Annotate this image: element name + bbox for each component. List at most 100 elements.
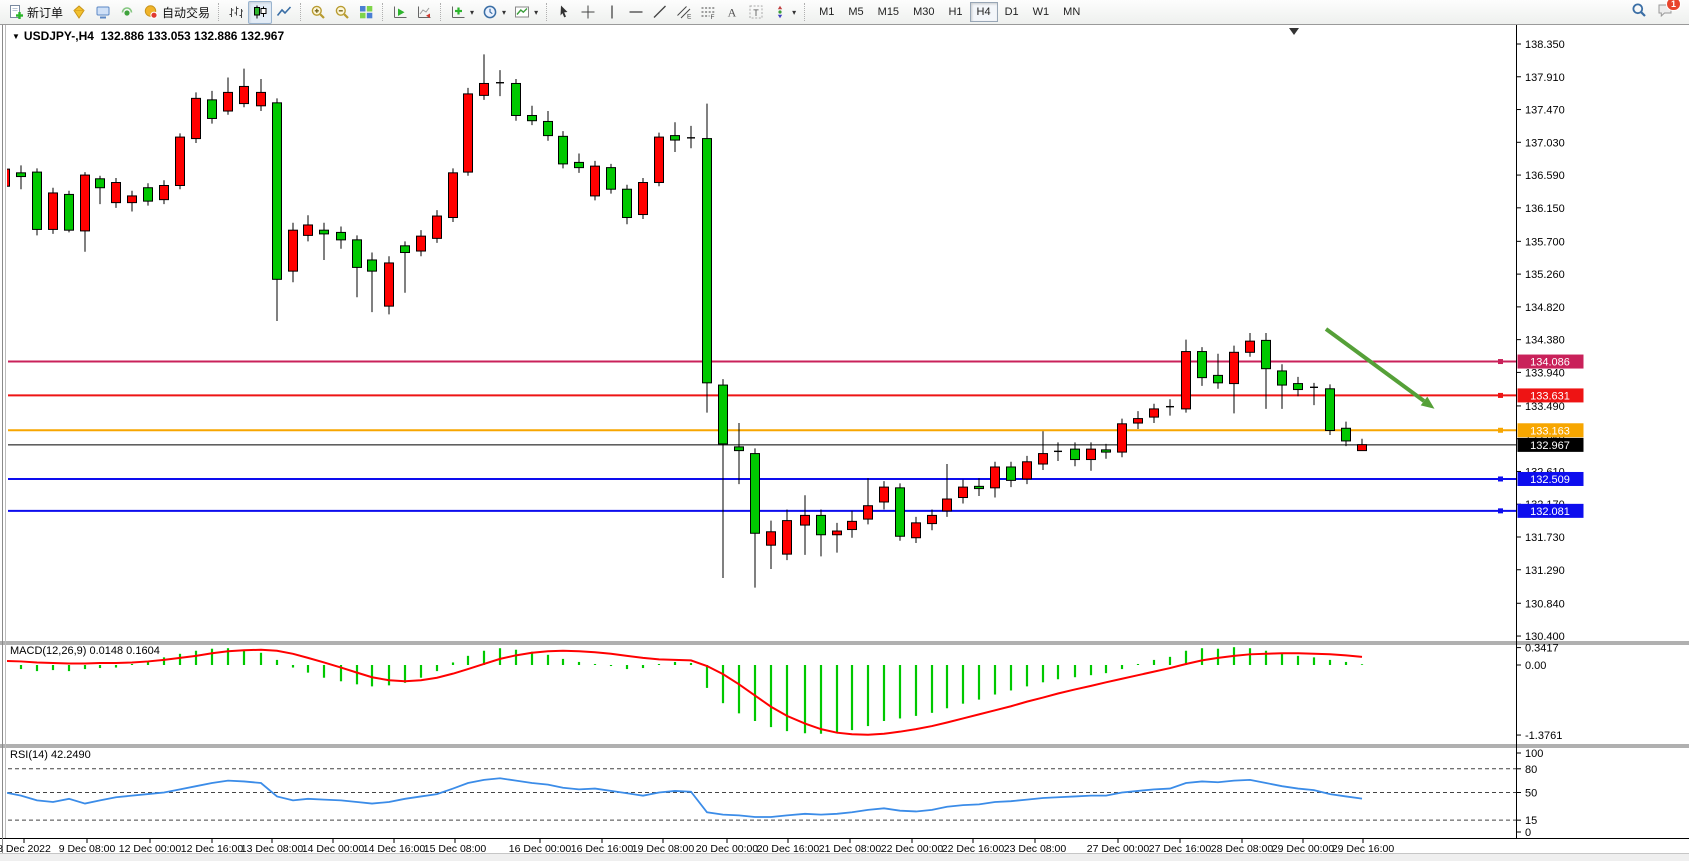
- equidistant-channel-button[interactable]: E: [672, 1, 696, 24]
- svg-text:50: 50: [1525, 788, 1537, 800]
- macd-indicator: [7, 647, 1364, 736]
- periods-button[interactable]: ▾: [478, 1, 510, 24]
- svg-text:29 Dec 16:00: 29 Dec 16:00: [1332, 843, 1395, 854]
- svg-text:133.163: 133.163: [1530, 425, 1570, 437]
- trendline-icon: [652, 4, 668, 20]
- zoom-in-icon: [310, 4, 326, 20]
- label-button[interactable]: T: [744, 1, 768, 24]
- chevron-down-icon[interactable]: ▾: [502, 7, 507, 17]
- search-button[interactable]: [1631, 2, 1647, 23]
- tile-windows-button[interactable]: [354, 1, 378, 24]
- svg-text:135.700: 135.700: [1525, 236, 1565, 248]
- cursor-button[interactable]: [552, 1, 576, 24]
- text-icon: A: [724, 4, 740, 20]
- svg-text:132.509: 132.509: [1530, 474, 1570, 486]
- svg-text:22 Dec 00:00: 22 Dec 00:00: [881, 843, 944, 854]
- auto-scroll-button[interactable]: [388, 1, 412, 24]
- svg-text:100: 100: [1525, 748, 1543, 760]
- chart-profile-button[interactable]: [67, 1, 91, 24]
- templates-button[interactable]: ▾: [510, 1, 542, 24]
- svg-text:130.840: 130.840: [1525, 598, 1565, 610]
- chart-shift-button[interactable]: [412, 1, 436, 24]
- svg-text:137.910: 137.910: [1525, 72, 1565, 84]
- bar-chart-button[interactable]: [224, 1, 248, 24]
- timeframe-h1[interactable]: H1: [948, 6, 963, 18]
- chart-shift-icon: [416, 4, 432, 20]
- line-chart-icon: [276, 4, 292, 20]
- timeframe-d1[interactable]: D1: [1004, 6, 1019, 18]
- timeframe-m1[interactable]: M1: [819, 6, 835, 18]
- chart-canvas[interactable]: 138.350 137.910 137.470 137.030 136.590 136.1…: [0, 25, 1689, 854]
- equidistant-channel-icon: E: [676, 4, 692, 20]
- line-chart-button[interactable]: [272, 1, 296, 24]
- svg-text:133.940: 133.940: [1525, 367, 1565, 379]
- svg-text:21 Dec 08:00: 21 Dec 08:00: [819, 843, 882, 854]
- vertical-line-button[interactable]: [600, 1, 624, 24]
- new-order-label: 新订单: [27, 5, 64, 20]
- crosshair-button[interactable]: [576, 1, 600, 24]
- arrows-icon: [772, 4, 788, 20]
- timeframe-group: M1 M5 M15 M30 H1 H4 D1 W1 MN: [812, 2, 1087, 22]
- arrows-button[interactable]: ▾: [768, 1, 800, 24]
- search-icon: [1631, 2, 1647, 23]
- text-button[interactable]: A: [720, 1, 744, 24]
- svg-text:132.081: 132.081: [1530, 506, 1570, 518]
- fibonacci-button[interactable]: F: [696, 1, 720, 24]
- label-icon: T: [748, 4, 764, 20]
- chevron-down-icon[interactable]: ▾: [534, 7, 539, 17]
- svg-text:80: 80: [1525, 764, 1537, 776]
- svg-text:9 Dec 08:00: 9 Dec 08:00: [59, 843, 116, 854]
- horizontal-line-icon: [628, 4, 644, 20]
- signals-button[interactable]: [115, 1, 139, 24]
- chevron-down-icon[interactable]: ▾: [470, 7, 475, 17]
- zoom-out-button[interactable]: [330, 1, 354, 24]
- svg-text:134.086: 134.086: [1530, 357, 1570, 369]
- new-order-button[interactable]: 新订单: [4, 1, 67, 24]
- autotrading-button[interactable]: 自动交易: [139, 1, 214, 24]
- notification-badge: 1: [1665, 0, 1681, 11]
- timeframe-mn[interactable]: MN: [1063, 6, 1081, 18]
- horizontal-line-button[interactable]: [624, 1, 648, 24]
- notifications-button[interactable]: 1: [1657, 0, 1681, 23]
- svg-text:27 Dec 16:00: 27 Dec 16:00: [1149, 843, 1212, 854]
- rsi-indicator: [7, 777, 1363, 818]
- trendline-button[interactable]: [648, 1, 672, 24]
- svg-text:0.3417: 0.3417: [1525, 643, 1559, 655]
- svg-text:28 Dec 08:00: 28 Dec 08:00: [1211, 843, 1274, 854]
- indicators-button[interactable]: ▾: [446, 1, 478, 24]
- toolbar-right-group: 1: [1631, 0, 1685, 23]
- svg-text:20 Dec 00:00: 20 Dec 00:00: [696, 843, 759, 854]
- svg-text:20 Dec 16:00: 20 Dec 16:00: [757, 843, 820, 854]
- timeframe-m5[interactable]: M5: [848, 6, 864, 18]
- svg-text:14 Dec 00:00: 14 Dec 00:00: [302, 843, 365, 854]
- candlestick-chart-button[interactable]: [248, 0, 273, 24]
- svg-text:13 Dec 08:00: 13 Dec 08:00: [241, 843, 304, 854]
- svg-text:16 Dec 00:00: 16 Dec 00:00: [509, 843, 572, 854]
- chevron-down-icon[interactable]: ▾: [792, 7, 797, 17]
- zoom-in-button[interactable]: [306, 1, 330, 24]
- market-watch-button[interactable]: [91, 1, 115, 24]
- svg-text:14 Dec 16:00: 14 Dec 16:00: [363, 843, 426, 854]
- autotrading-label: 自动交易: [162, 5, 211, 20]
- svg-text:16 Dec 16:00: 16 Dec 16:00: [571, 843, 634, 854]
- periods-icon: [482, 4, 498, 20]
- fibonacci-icon: F: [700, 4, 716, 20]
- chart-shift-marker-icon[interactable]: [1289, 28, 1299, 35]
- timeframe-h4[interactable]: H4: [969, 2, 998, 22]
- signals-icon: [119, 4, 135, 20]
- market-watch-icon: [95, 4, 111, 20]
- svg-text:A: A: [728, 6, 737, 20]
- price-axis: 138.350 137.910 137.470 137.030 136.590 136.1…: [1516, 39, 1565, 643]
- toolbar-separator: [440, 3, 442, 21]
- toolbar: 新订单 自动交易 ▾ ▾ ▾ E F A T ▾ M1 M5 M15 M30 H1 H4 D1 W1 MN 1: [0, 0, 1689, 25]
- timeframe-m15[interactable]: M15: [877, 6, 900, 18]
- svg-text:135.260: 135.260: [1525, 269, 1565, 281]
- svg-text:133.631: 133.631: [1530, 390, 1570, 402]
- trend-arrow[interactable]: [1324, 327, 1435, 409]
- candlesticks: [7, 54, 1367, 588]
- svg-text:131.290: 131.290: [1525, 565, 1565, 577]
- timeframe-m30[interactable]: M30: [913, 6, 935, 18]
- indicators-icon: [450, 4, 466, 20]
- vertical-line-icon: [604, 4, 620, 20]
- timeframe-w1[interactable]: W1: [1032, 6, 1050, 18]
